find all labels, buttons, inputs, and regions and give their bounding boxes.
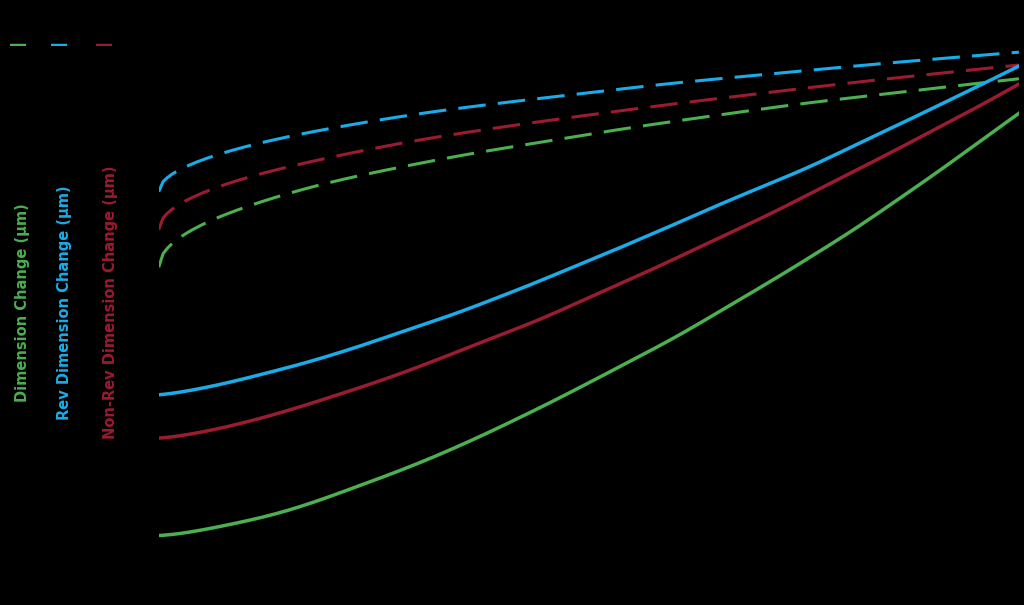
Text: Non-Rev Dimension Change (µm): Non-Rev Dimension Change (µm) xyxy=(103,166,118,439)
Text: Dimension Change (µm): Dimension Change (µm) xyxy=(15,203,30,402)
Text: —: — xyxy=(9,36,28,54)
Text: —: — xyxy=(95,36,114,54)
Text: Rev Dimension Change (µm): Rev Dimension Change (µm) xyxy=(57,185,72,420)
Text: —: — xyxy=(50,36,69,54)
